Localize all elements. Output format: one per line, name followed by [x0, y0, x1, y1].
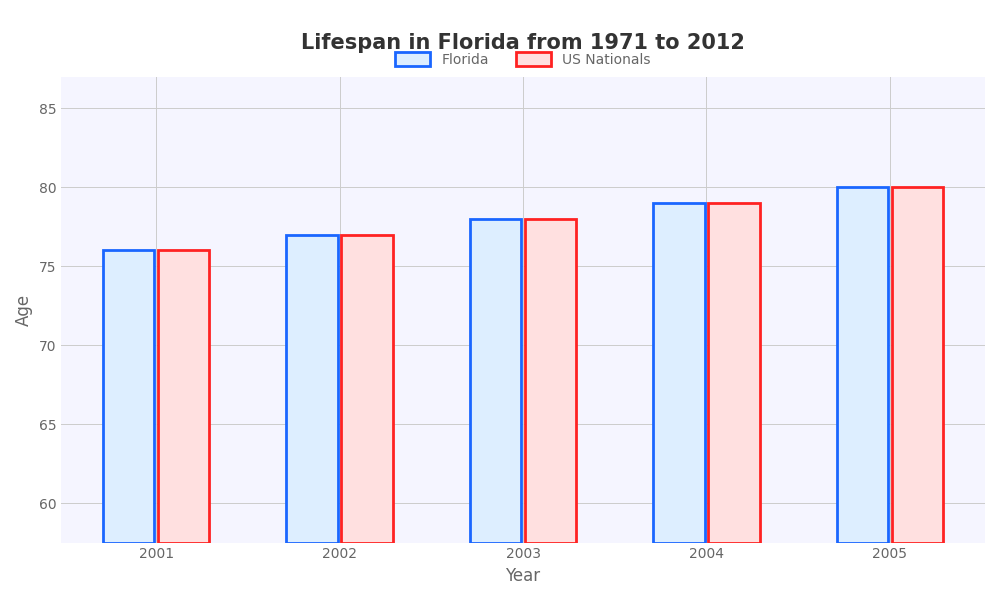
Bar — [653, 203, 705, 542]
Bar — [837, 187, 888, 542]
Bar — [341, 235, 393, 542]
Bar — [708, 203, 760, 542]
X-axis label: Year: Year — [505, 567, 541, 585]
Bar — [470, 219, 521, 542]
Bar — [286, 235, 338, 542]
Bar — [158, 250, 209, 542]
Y-axis label: Age: Age — [15, 293, 33, 326]
Bar — [525, 219, 576, 542]
Bar — [103, 250, 154, 542]
Legend: Florida, US Nationals: Florida, US Nationals — [390, 46, 656, 73]
Bar — [892, 187, 943, 542]
Title: Lifespan in Florida from 1971 to 2012: Lifespan in Florida from 1971 to 2012 — [301, 33, 745, 53]
